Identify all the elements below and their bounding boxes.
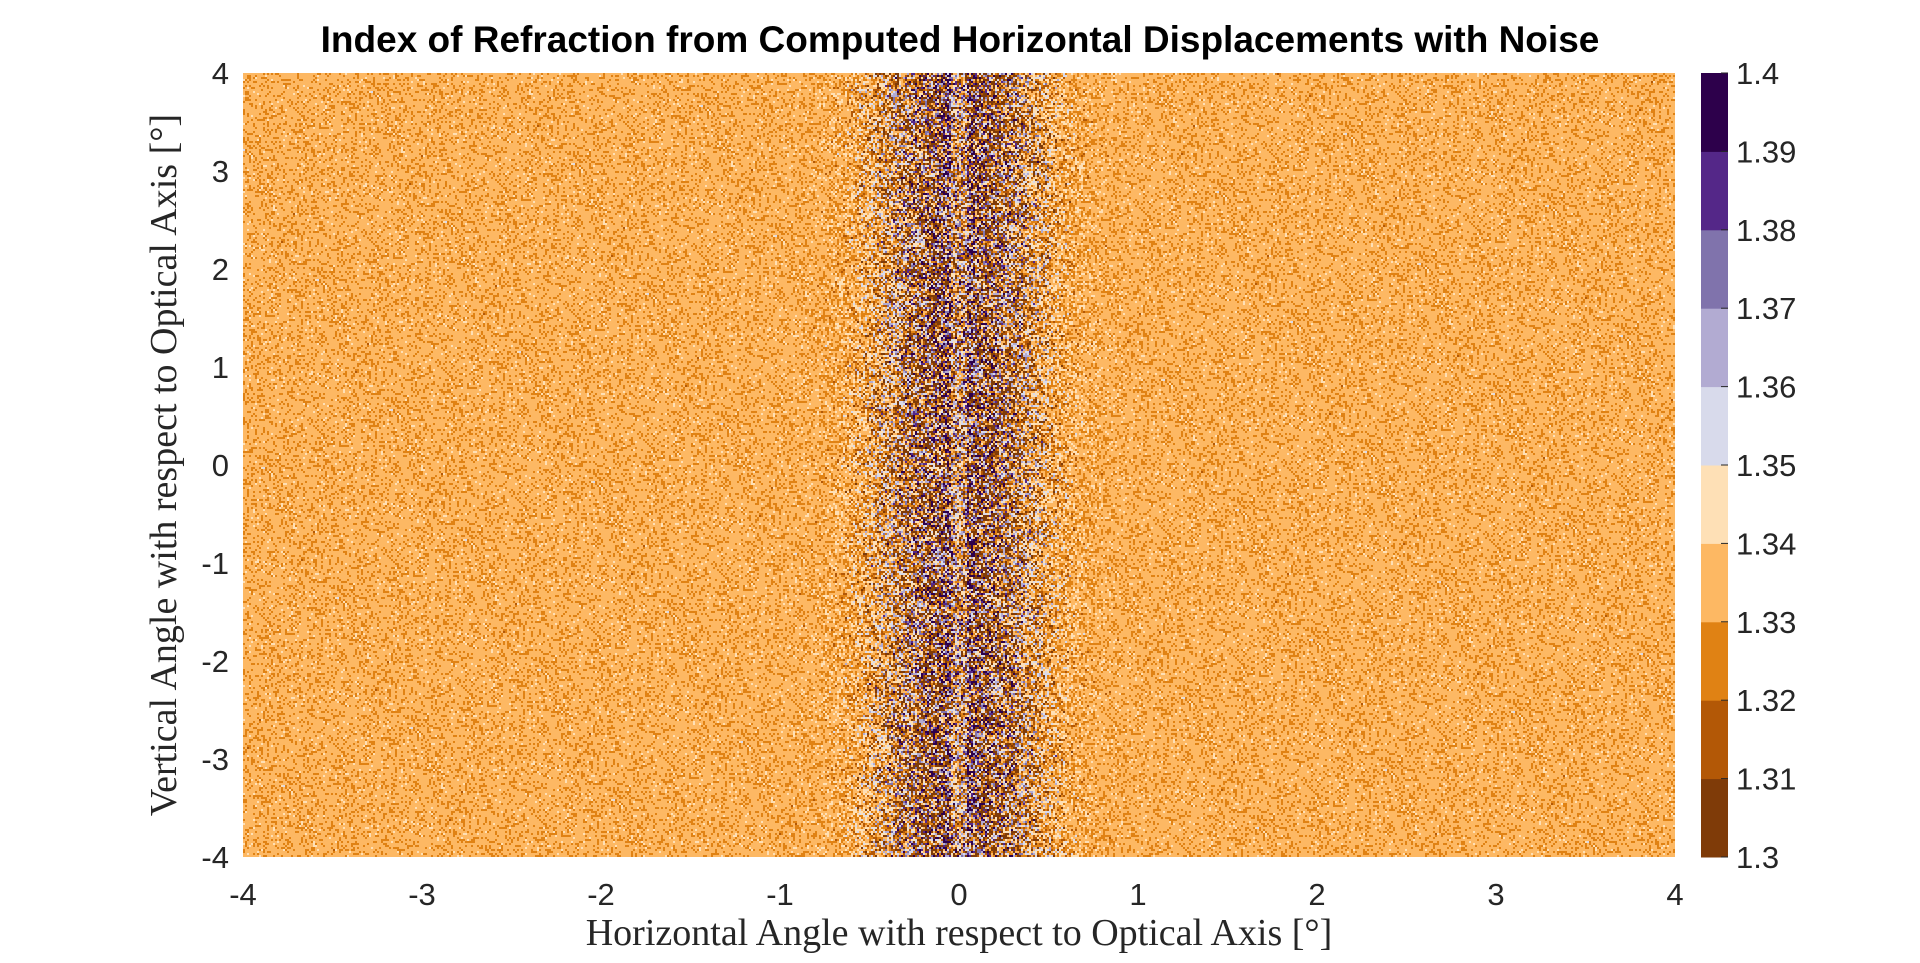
colorbar-level <box>1701 308 1728 388</box>
x-tick-label: -2 <box>587 877 615 912</box>
colorbar-tick-label: 1.35 <box>1736 448 1796 483</box>
colorbar-tick-label: 1.33 <box>1736 605 1796 640</box>
colorbar-level <box>1701 621 1728 701</box>
plot-area <box>243 73 1675 857</box>
colorbar-tick-label: 1.34 <box>1736 526 1796 561</box>
colorbar-level <box>1701 543 1728 623</box>
x-tick-label: -3 <box>408 877 436 912</box>
colorbar-level <box>1701 229 1728 309</box>
colorbar-level <box>1701 465 1728 544</box>
x-tick-label: 4 <box>1666 877 1683 912</box>
colorbar-level <box>1701 700 1728 780</box>
y-tick-label: -2 <box>201 644 229 679</box>
y-tick-label: 3 <box>212 154 229 189</box>
colorbar-level <box>1701 778 1728 858</box>
colorbar-tick-label: 1.4 <box>1736 56 1779 91</box>
y-axis-ticks: 4 3 2 1 0 -1 -2 -3 -4 <box>201 56 229 875</box>
y-tick-label: -3 <box>201 742 229 777</box>
colorbar-level <box>1701 151 1728 231</box>
y-tick-label: 0 <box>212 448 229 483</box>
y-tick-label: 2 <box>212 252 229 287</box>
x-tick-label: 0 <box>950 877 967 912</box>
x-tick-label: -4 <box>229 877 257 912</box>
y-tick-label: 4 <box>212 56 229 91</box>
heatmap-image <box>243 73 1675 857</box>
y-tick-label: 1 <box>212 350 229 385</box>
x-tick-label: -1 <box>766 877 794 912</box>
colorbar <box>1701 73 1728 858</box>
colorbar-ticks: 1.4 1.39 1.38 1.37 1.36 1.35 1.34 1.33 1.32 1.31 1… <box>1721 56 1796 875</box>
colorbar-tick-label: 1.39 <box>1736 134 1796 169</box>
colorbar-tick-label: 1.38 <box>1736 213 1796 248</box>
colorbar-tick-label: 1.31 <box>1736 762 1796 797</box>
colorbar-tick-label: 1.32 <box>1736 683 1796 718</box>
x-tick-label: 2 <box>1308 877 1325 912</box>
y-axis-label: Vertical Angle with respect to Optical A… <box>143 114 185 816</box>
colorbar-tick-label: 1.3 <box>1736 840 1779 875</box>
colorbar-tick-label: 1.37 <box>1736 291 1796 326</box>
colorbar-tick-label: 1.36 <box>1736 370 1796 405</box>
x-axis-label: Horizontal Angle with respect to Optical… <box>586 912 1333 954</box>
x-tick-label: 1 <box>1129 877 1146 912</box>
colorbar-level <box>1701 386 1728 466</box>
y-tick-label: -4 <box>201 840 229 875</box>
y-tick-label: -1 <box>201 546 229 581</box>
x-tick-label: 3 <box>1487 877 1504 912</box>
colorbar-level <box>1701 73 1728 152</box>
chart-title: Index of Refraction from Computed Horizo… <box>321 19 1600 60</box>
x-axis-ticks: -4 -3 -2 -1 0 1 2 3 4 <box>229 877 1683 912</box>
